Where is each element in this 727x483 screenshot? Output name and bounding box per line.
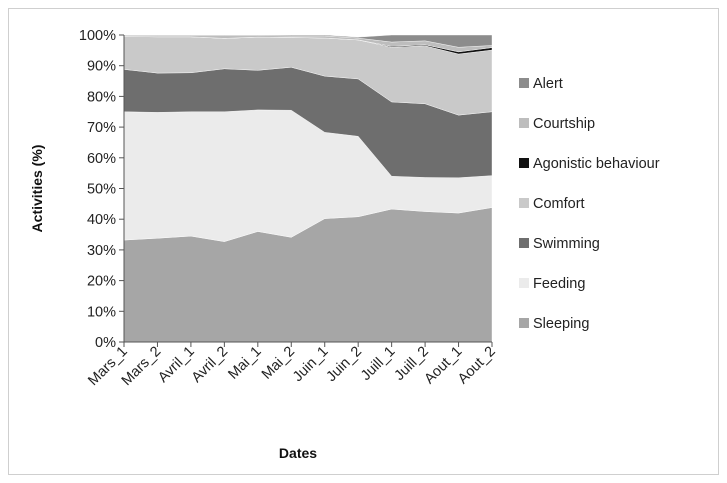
- x-tick-labels: Mars_1Mars_2Avril_1Avril_2Mai_1Mai_2Juin…: [85, 344, 499, 390]
- y-axis-title: Activities (%): [29, 145, 45, 233]
- y-tick-label: 90%: [87, 59, 116, 75]
- legend-label-agonistic-behaviour: Agonistic behaviour: [533, 156, 660, 172]
- legend-swatch-agonistic-behaviour: [519, 158, 529, 168]
- legend-label-courtship: Courtship: [533, 116, 595, 132]
- legend-label-alert: Alert: [533, 76, 563, 92]
- legend-label-feeding: Feeding: [533, 276, 585, 292]
- y-tick-label: 10%: [87, 304, 116, 320]
- y-tick-label: 70%: [87, 120, 116, 136]
- x-tick-label: Aout_2: [455, 344, 499, 388]
- legend-label-sleeping: Sleeping: [533, 316, 589, 332]
- x-tick-label: Juin_2: [323, 344, 365, 386]
- y-tick-label: 30%: [87, 243, 116, 259]
- legend-swatch-swimming: [519, 238, 529, 248]
- y-tick-label: 100%: [79, 28, 116, 44]
- x-tick-label: Mai_1: [225, 344, 264, 383]
- x-tick-label: Juill_1: [358, 344, 398, 384]
- legend: Alert Courtship Agonistic behaviour Comfort…: [519, 76, 660, 332]
- legend-swatch-feeding: [519, 278, 529, 288]
- legend-label-swimming: Swimming: [533, 236, 600, 252]
- chart-frame: 0% 10% 20% 30% 40% 50% 60% 70% 80% 90% 100% Mars_1…: [8, 8, 719, 475]
- y-tick-label: 80%: [87, 89, 116, 105]
- axes-group: [119, 34, 493, 347]
- legend-swatch-alert: [519, 78, 529, 88]
- area-series-group: [123, 34, 493, 343]
- y-tick-label: 50%: [87, 182, 116, 198]
- x-tick-label: Avril_2: [189, 344, 231, 386]
- legend-swatch-comfort: [519, 198, 529, 208]
- y-tick-labels: 0% 10% 20% 30% 40% 50% 60% 70% 80% 90% 100%: [79, 28, 116, 351]
- legend-label-comfort: Comfort: [533, 196, 585, 212]
- y-tick-label: 20%: [87, 274, 116, 290]
- legend-swatch-courtship: [519, 118, 529, 128]
- x-tick-label: Avril_1: [155, 344, 197, 386]
- legend-swatch-sleeping: [519, 318, 529, 328]
- y-tick-label: 0%: [95, 335, 116, 351]
- area-alert: [123, 34, 493, 48]
- y-tick-label: 40%: [87, 212, 116, 228]
- y-tick-label: 60%: [87, 151, 116, 167]
- x-tick-label: Juin_1: [290, 344, 332, 386]
- x-axis-title: Dates: [279, 445, 317, 461]
- stacked-area-chart: 0% 10% 20% 30% 40% 50% 60% 70% 80% 90% 100% Mars_1…: [29, 28, 660, 461]
